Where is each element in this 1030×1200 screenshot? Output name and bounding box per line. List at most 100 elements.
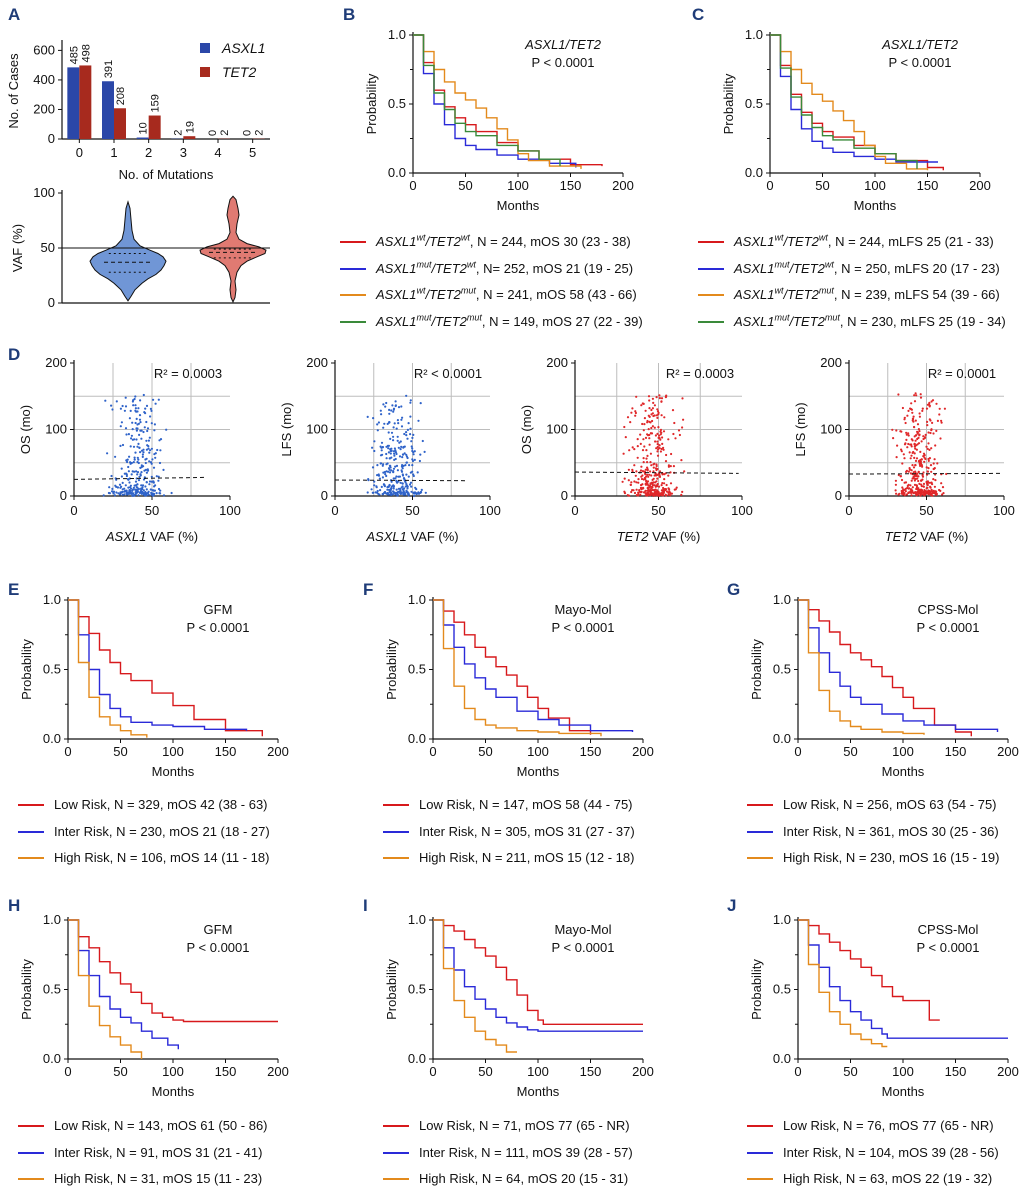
scatter-point-d2 <box>398 475 401 478</box>
scatter-point-d3 <box>661 436 664 439</box>
scatter-point-d1 <box>170 491 173 495</box>
scatter-point-d1 <box>127 433 130 436</box>
scatter-point-d1 <box>123 493 126 496</box>
scatter-point-d2 <box>406 456 409 460</box>
scatter-point-d1 <box>130 487 133 490</box>
scatter-point-d4 <box>910 443 913 446</box>
scatter-point-d3 <box>630 490 633 494</box>
scatter-point-d3 <box>669 465 672 468</box>
y-tick-label-d4: 200 <box>820 355 842 370</box>
legend-swatch <box>698 294 724 297</box>
x-tick-label-a-bar: 1 <box>110 145 117 160</box>
scatter-point-d4 <box>908 467 911 470</box>
scatter-point-d3 <box>647 395 651 398</box>
scatter-point-d1 <box>137 461 140 465</box>
scatter-point-d4 <box>891 428 894 431</box>
scatter-point-d3 <box>658 473 661 476</box>
scatter-point-d1 <box>152 466 156 469</box>
scatter-point-d4 <box>923 493 926 496</box>
x-tick-label-d2: 100 <box>479 503 501 518</box>
scatter-point-d4 <box>901 462 904 465</box>
scatter-point-d1 <box>125 459 128 462</box>
x-tick-label-e: 50 <box>113 744 127 759</box>
x-tick-label-e: 0 <box>64 744 71 759</box>
scatter-point-d4 <box>900 430 903 433</box>
scatter-point-d3 <box>624 436 627 439</box>
scatter-point-d1 <box>134 493 137 496</box>
scatter-point-d3 <box>641 483 644 486</box>
legend-item: Inter Risk, N = 91, mOS 31 (21 - 41) <box>18 1140 268 1167</box>
y-axis-label-i: Probability <box>384 959 399 1020</box>
scatter-point-d1 <box>123 472 126 475</box>
scatter-point-d2 <box>405 461 408 464</box>
scatter-point-d4 <box>903 418 906 421</box>
scatter-point-d3 <box>654 474 658 477</box>
scatter-point-d3 <box>636 438 639 441</box>
scatter-point-d2 <box>383 422 386 425</box>
scatter-point-d4 <box>911 477 914 480</box>
x-axis-label-h: Months <box>152 1084 195 1099</box>
scatter-point-d4 <box>928 448 931 451</box>
scatter-point-d4 <box>919 494 922 497</box>
scatter-point-d1 <box>138 418 142 421</box>
scatter-point-d4 <box>932 432 935 435</box>
scatter-point-d2 <box>371 446 374 449</box>
scatter-point-d2 <box>410 485 413 488</box>
legend-swatch <box>747 1151 773 1154</box>
scatter-point-d1 <box>120 421 123 424</box>
scatter-point-d1 <box>110 490 114 493</box>
p-value-c: P < 0.0001 <box>888 55 951 70</box>
km-curve-g-1 <box>798 599 972 737</box>
scatter-point-d4 <box>916 423 920 426</box>
x-tick-label-j: 50 <box>843 1064 857 1079</box>
scatter-point-d2 <box>400 486 403 489</box>
scatter-point-d1 <box>141 455 144 458</box>
scatter-point-d2 <box>387 431 390 434</box>
scatter-point-d3 <box>636 456 639 459</box>
scatter-point-d2 <box>419 402 422 405</box>
x-tick-label-g: 50 <box>843 744 857 759</box>
scatter-point-d3 <box>644 468 647 471</box>
legend-label: ASXL1wt/TET2wt, N = 244, mLFS 25 (21 - 3… <box>734 232 994 249</box>
scatter-point-d4 <box>936 419 940 422</box>
scatter-point-d3 <box>644 494 647 497</box>
scatter-point-d3 <box>672 465 676 468</box>
scatter-point-d1 <box>147 493 150 496</box>
scatter-point-d4 <box>909 484 912 487</box>
y-tick-label-g: 0.5 <box>773 662 791 677</box>
scatter-point-d1 <box>148 483 151 486</box>
scatter-point-d2 <box>397 446 400 449</box>
scatter-point-d1 <box>148 460 151 463</box>
legend-item: Low Risk, N = 71, mOS 77 (65 - NR) <box>383 1113 633 1140</box>
scatter-point-d3 <box>661 489 664 492</box>
scatter-point-d3 <box>656 440 659 443</box>
scatter-point-d1 <box>150 447 153 450</box>
scatter-point-d2 <box>396 419 399 422</box>
scatter-point-d4 <box>920 464 924 467</box>
scatter-point-d1 <box>129 445 132 448</box>
scatter-point-d3 <box>649 421 652 424</box>
legend-label: ASXL1wt/TET2mut, N = 239, mLFS 54 (39 - … <box>734 285 1000 302</box>
scatter-point-d3 <box>663 482 666 485</box>
y-tick-label-a-bar: 0 <box>48 131 55 146</box>
scatter-point-d1 <box>139 399 142 402</box>
km-curve-c-4 <box>770 34 918 169</box>
scatter-point-d4 <box>918 434 921 437</box>
scatter-point-d4 <box>918 459 921 462</box>
scatter-point-d1 <box>116 486 119 489</box>
x-tick-label-i: 0 <box>429 1064 436 1079</box>
p-value-e: P < 0.0001 <box>186 620 249 635</box>
scatter-point-d2 <box>388 408 391 411</box>
legend-label: Inter Risk, N = 104, mOS 39 (28 - 56) <box>783 1144 999 1160</box>
scatter-point-d1 <box>150 475 153 478</box>
panel-letter-f: F <box>363 580 374 599</box>
scatter-point-d2 <box>371 466 375 469</box>
scatter-point-d2 <box>395 452 398 456</box>
legend-swatch <box>747 1178 773 1181</box>
scatter-point-d1 <box>127 486 130 489</box>
y-axis-label-a-bar: No. of Cases <box>6 53 21 129</box>
scatter-point-d4 <box>919 450 922 453</box>
scatter-point-d2 <box>416 471 419 474</box>
x-axis-label-f: Months <box>517 764 560 779</box>
bar-asxl1-2 <box>136 137 149 139</box>
